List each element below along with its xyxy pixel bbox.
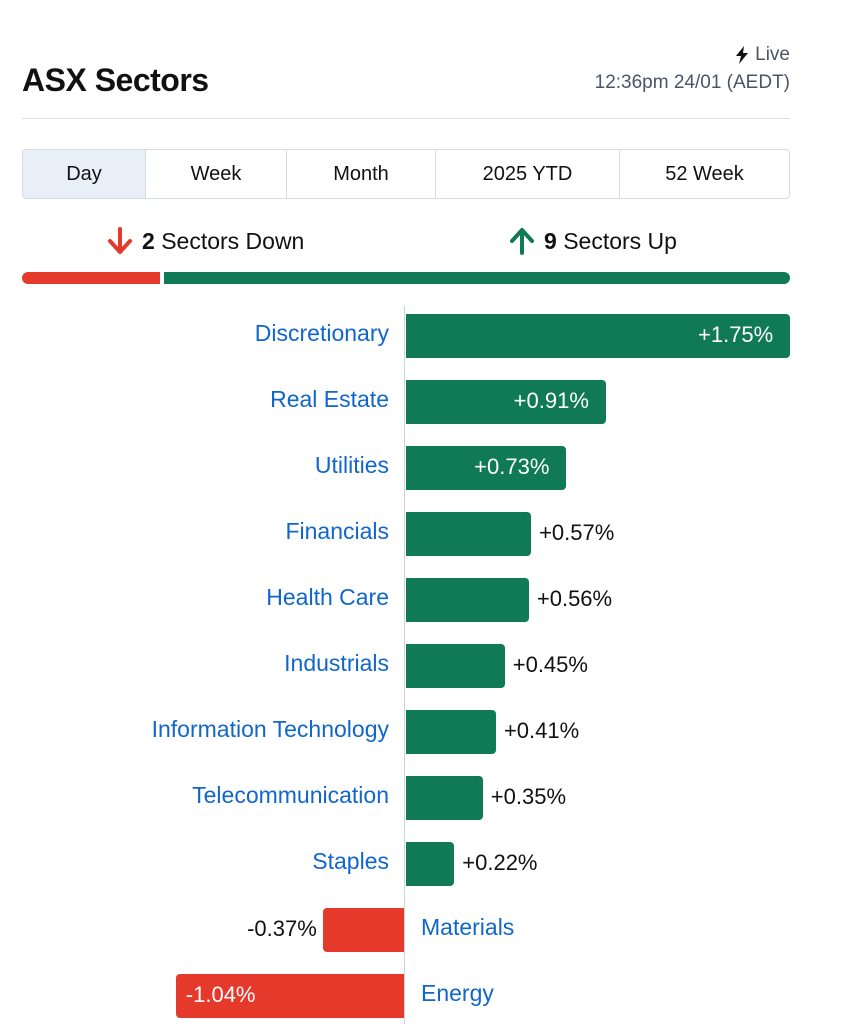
up-down-ratio-bar [22, 272, 790, 284]
sector-value-telecommunication: +0.35% [490, 784, 567, 809]
sector-label-materials[interactable]: Materials [421, 914, 515, 940]
sector-value-information-technology: +0.41% [503, 718, 580, 743]
sector-value-health-care: +0.56% [536, 586, 613, 611]
sector-summary: 2 Sectors Down 9 Sectors Up [0, 226, 846, 266]
lightning-bolt-icon [736, 46, 749, 64]
sector-value-staples: +0.22% [462, 850, 538, 875]
sector-label-utilities[interactable]: Utilities [314, 452, 389, 478]
timestamp: 12:36pm 24/01 (AEDT) [594, 72, 790, 93]
sector-label-information-technology[interactable]: Information Technology [151, 716, 389, 742]
tab-2025-ytd[interactable]: 2025 YTD [436, 150, 620, 198]
ratio-up-segment [164, 272, 790, 284]
sector-label-industrials[interactable]: Industrials [284, 650, 389, 676]
sector-value-energy: -1.04% [185, 982, 256, 1007]
sector-row-health-care: Health Care +0.56% [0, 570, 846, 622]
sector-value-industrials: +0.45% [512, 652, 588, 677]
sectors-up: 9 Sectors Up [508, 226, 677, 256]
sector-row-financials: Financials +0.57% [0, 504, 846, 556]
sector-label-real-estate[interactable]: Real Estate [270, 386, 389, 412]
tab-month[interactable]: Month [287, 150, 436, 198]
sector-value-financials: +0.57% [539, 520, 615, 545]
down-label: Sectors Down [161, 227, 305, 254]
sector-bar-information-technology [406, 710, 496, 754]
sector-bar-staples [406, 842, 455, 886]
sector-row-staples: Staples +0.22% [0, 834, 846, 886]
sector-value-discretionary: +1.75% [698, 322, 774, 347]
sector-bar-financials [406, 512, 532, 556]
sector-row-energy: Energy -1.04% [0, 966, 846, 1018]
sector-value-utilities: +0.73% [474, 454, 550, 479]
sector-label-financials[interactable]: Financials [285, 518, 389, 544]
up-label: Sectors Up [563, 227, 677, 254]
sector-row-information-technology: Information Technology +0.41% [0, 702, 846, 754]
up-count: 9 [544, 227, 557, 254]
sector-label-energy[interactable]: Energy [421, 980, 494, 1006]
zero-axis [404, 306, 405, 1024]
sector-bar-telecommunication [406, 776, 483, 820]
arrow-down-icon [108, 227, 132, 254]
sector-label-staples[interactable]: Staples [312, 848, 389, 874]
sector-bar-discretionary [406, 314, 790, 358]
sectors-down: 2 Sectors Down [106, 226, 304, 256]
sector-bar-chart: Discretionary +1.75% Real Estate +0.91% Util… [0, 306, 846, 1024]
down-count: 2 [142, 227, 155, 254]
sector-row-discretionary: Discretionary +1.75% [0, 306, 846, 358]
live-indicator: Live [735, 44, 790, 66]
sector-value-materials: -0.37% [247, 916, 317, 941]
sector-row-utilities: Utilities +0.73% [0, 438, 846, 490]
sector-bar-utilities [406, 446, 567, 490]
sector-bar-health-care [406, 578, 529, 622]
sector-bar-materials [322, 908, 404, 952]
sector-label-discretionary[interactable]: Discretionary [254, 320, 389, 346]
sector-row-real-estate: Real Estate +0.91% [0, 372, 846, 424]
sector-bar-real-estate [406, 380, 606, 424]
sector-label-telecommunication[interactable]: Telecommunication [192, 782, 389, 808]
live-label: Live [755, 44, 790, 65]
period-tabs: Day Week Month 2025 YTD 52 Week [22, 149, 790, 199]
tab-day[interactable]: Day [23, 150, 146, 198]
sector-row-materials: Materials -0.37% [0, 900, 846, 952]
sector-row-telecommunication: Telecommunication +0.35% [0, 768, 846, 820]
header: ASX Sectors Live 12:36pm 24/01 (AEDT) [22, 40, 790, 119]
sector-bar-energy [175, 974, 404, 1018]
tab-week[interactable]: Week [146, 150, 287, 198]
tab-52-week[interactable]: 52 Week [665, 162, 744, 185]
sector-label-health-care[interactable]: Health Care [266, 584, 389, 610]
arrow-up-icon [510, 228, 534, 255]
sector-value-real-estate: +0.91% [513, 388, 589, 413]
ratio-down-segment [22, 272, 160, 284]
sector-bar-industrials [406, 644, 505, 688]
page-title: ASX Sectors [22, 62, 209, 98]
sector-row-industrials: Industrials +0.45% [0, 636, 846, 688]
